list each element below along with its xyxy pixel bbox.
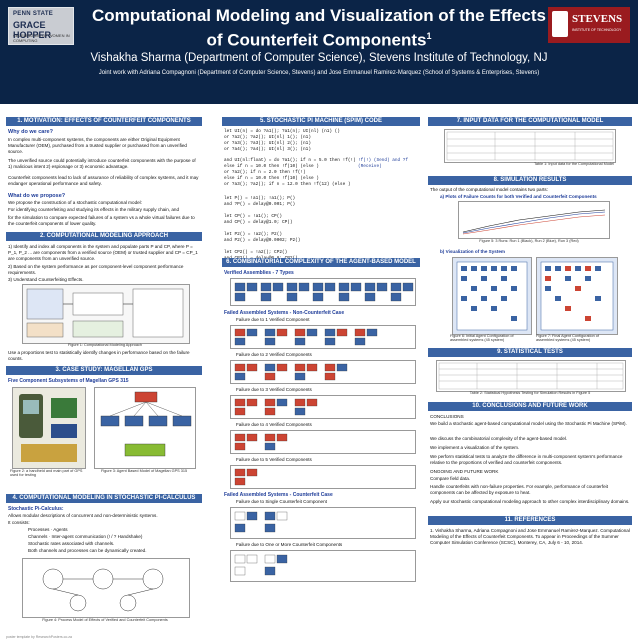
counterfeit-multi-grid [230,550,416,582]
figure-gps-photo [12,387,86,469]
figure-approach-diagram [22,284,190,344]
column-left: 1. MOTIVATION: EFFECTS OF COUNTERFEIT CO… [6,112,202,642]
section-input-data-header: 7. INPUT DATA FOR THE COMPUTATIONAL MODE… [428,117,632,126]
poster-joint-work: Joint work with Adriana Compagnoni (Depa… [98,70,540,76]
poster-header: PENN STATE GRACE HOPPER CELEBRATION OF W… [0,0,638,104]
reference-item: 1. Vishakha Sharma, Adriana Compagnoni a… [430,528,630,545]
section-approach-header: 2. COMPUTATIONAL MODELING APPROACH [6,232,202,241]
column-middle: 5. STOCHASTIC PI MACHINE (SPIM) CODE let… [222,112,420,642]
spim-code-block-2: and UI(nl:float) = do ?a1(); if n = 5.0 … [224,158,356,187]
poster-authors: Vishakha Sharma (Department of Computer … [90,52,548,64]
section-results-header: 8. SIMULATION RESULTS [428,176,632,185]
grace-hopper-logo: PENN STATE GRACE HOPPER CELEBRATION OF W… [8,7,74,45]
table-statistical-tests [436,360,626,392]
spim-code-block-1: let UI(n) = do ?a1(); ?a1(n); UI(nl) (n1… [224,129,340,152]
section-references-header: 11. REFERENCES [428,516,632,525]
section-motivation-header: 1. MOTIVATION: EFFECTS OF COUNTERFEIT CO… [6,117,202,126]
figure-process-model [22,558,190,618]
table-input-data [444,129,616,163]
section-spi-calculus-header: 4. COMPUTATIONAL MODELING IN STOCHASTIC … [6,494,202,503]
section-spim-header: 5. STOCHASTIC PI MACHINE (SPIM) CODE [222,117,420,126]
counterfeit-single-grid [230,507,416,539]
failure-3-grid [230,395,416,419]
stevens-shield-icon [552,11,568,37]
failure-5-grid [230,465,416,489]
figure-initial-config [452,257,532,335]
failure-4-grid [230,430,416,454]
section-conclusions-header: 10. CONCLUSIONS AND FUTURE WORK [428,402,632,411]
figure-agent-model [94,387,196,469]
stevens-logo: STEVENS INSTITUTE OF TECHNOLOGY [548,7,630,43]
poster-title: Computational Modeling and Visualization… [92,6,546,50]
spim-code-note: !f(!) (Send) and ?f (Receive) [358,158,409,169]
section-statistical-tests-header: 9. STATISTICAL TESTS [428,348,632,357]
section-case-study-header: 3. CASE STUDY: MAGELLAN GPS [6,366,202,375]
figure-final-config [536,257,618,335]
footer-credit: poster template by ResearchPosters.co.za [6,635,72,639]
failure-2-grid [230,360,416,384]
verified-assemblies-grid [230,278,416,306]
figure-failure-counts [458,201,610,239]
section-complexity-header: 6. COMBINATORIAL COMPLEXITY OF THE AGENT… [222,258,420,267]
failure-1-grid [230,325,416,349]
spim-code-block-3: let P() = !a1(); !a1(); P() and ?P() = de… [224,196,301,261]
column-right: 7. INPUT DATA FOR THE COMPUTATIONAL MODE… [428,112,632,642]
